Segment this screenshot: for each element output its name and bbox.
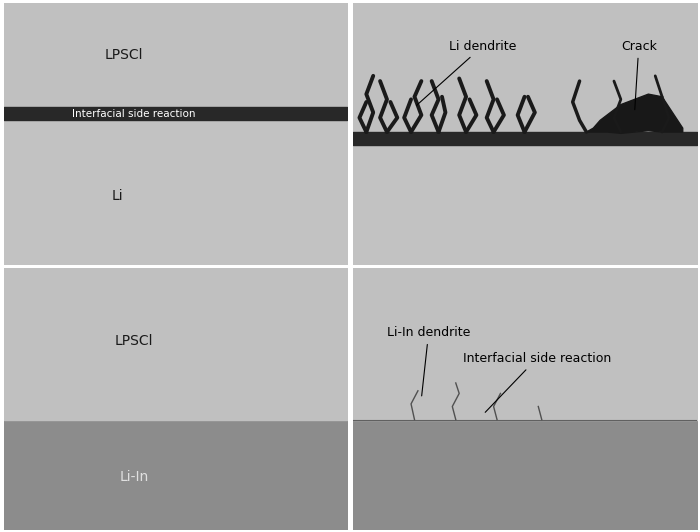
Text: Li: Li xyxy=(111,189,122,203)
Text: Li-In dendrite: Li-In dendrite xyxy=(387,326,470,396)
Text: LPSCl: LPSCl xyxy=(104,48,143,62)
Polygon shape xyxy=(587,94,682,134)
Text: Crack: Crack xyxy=(621,40,657,110)
Text: LPSCl: LPSCl xyxy=(115,334,153,348)
Text: Li-In: Li-In xyxy=(120,470,149,484)
Text: Interfacial side reaction: Interfacial side reaction xyxy=(72,109,196,119)
Text: Li dendrite: Li dendrite xyxy=(416,40,517,105)
Text: Interfacial side reaction: Interfacial side reaction xyxy=(463,352,611,412)
